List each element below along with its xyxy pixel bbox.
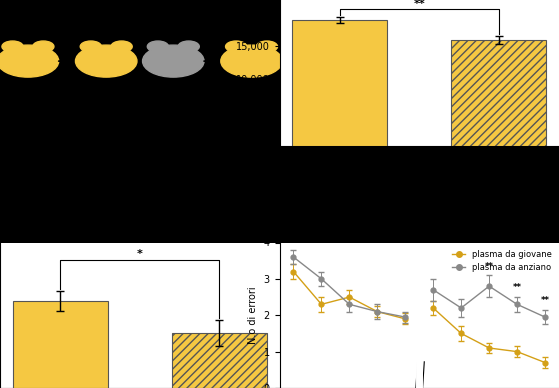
Circle shape <box>178 41 200 52</box>
Circle shape <box>32 41 54 52</box>
Bar <box>292 20 387 146</box>
Bar <box>172 333 267 388</box>
Circle shape <box>147 41 169 52</box>
Text: **: ** <box>513 283 522 292</box>
Circle shape <box>75 45 137 77</box>
Text: **: ** <box>485 262 494 270</box>
Legend: plasma da giovane, plasma da anziano: plasma da giovane, plasma da anziano <box>449 247 555 275</box>
Text: plasma da anziano: plasma da anziano <box>179 99 245 105</box>
Text: **: ** <box>541 296 549 305</box>
Text: B: B <box>229 0 240 7</box>
Text: plasma da giovane: plasma da giovane <box>34 99 100 105</box>
Circle shape <box>257 41 277 52</box>
Text: *: * <box>137 248 143 258</box>
Bar <box>13 301 108 388</box>
Circle shape <box>225 41 247 52</box>
Circle shape <box>80 41 102 52</box>
Bar <box>451 40 546 146</box>
Circle shape <box>221 45 282 77</box>
Circle shape <box>2 41 23 52</box>
Text: A: A <box>11 6 22 20</box>
Circle shape <box>111 41 132 52</box>
Y-axis label: N.o di errori: N.o di errori <box>248 286 258 344</box>
Circle shape <box>0 45 59 77</box>
Circle shape <box>143 45 204 77</box>
Text: **: ** <box>413 0 425 9</box>
